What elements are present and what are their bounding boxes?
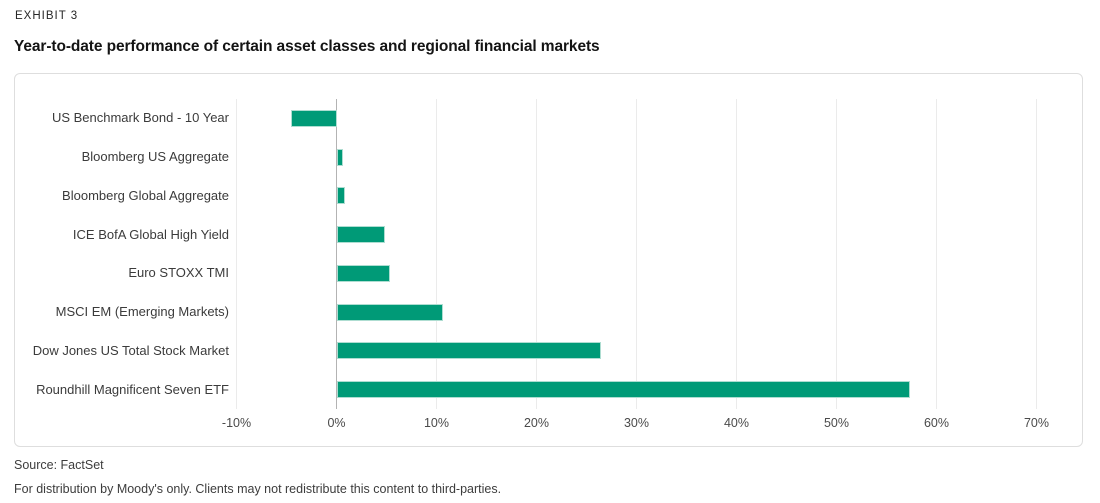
bar — [336, 303, 443, 321]
bar — [336, 187, 345, 205]
gridline — [236, 99, 237, 409]
chart-title: Year-to-date performance of certain asse… — [14, 38, 600, 55]
gridline — [436, 99, 437, 409]
category-label: Bloomberg US Aggregate — [81, 149, 229, 165]
bar — [336, 148, 343, 166]
x-tick-label: 30% — [623, 416, 650, 430]
x-tick-label: 20% — [523, 416, 550, 430]
bar — [336, 264, 390, 282]
gridline — [1036, 99, 1037, 409]
bar — [336, 342, 601, 360]
gridline — [736, 99, 737, 409]
chart-frame: -10% 0% 10% 20% 30% 40% 50% 60% 70% US Benchmark … — [14, 73, 1083, 447]
x-tick-label: 50% — [823, 416, 850, 430]
x-tick-label: 40% — [723, 416, 750, 430]
bar — [336, 381, 910, 399]
x-tick-label: 0% — [327, 416, 346, 430]
bar — [336, 226, 385, 244]
source-note: Source: FactSet — [14, 458, 104, 472]
category-label: Roundhill Magnificent Seven ETF — [36, 381, 229, 397]
bar — [290, 109, 337, 127]
gridline — [636, 99, 637, 409]
category-label: Dow Jones US Total Stock Market — [32, 342, 229, 358]
x-tick-label: 10% — [423, 416, 450, 430]
category-label: MSCI EM (Emerging Markets) — [55, 304, 229, 320]
gridline — [936, 99, 937, 409]
zero-axis-line — [336, 99, 337, 409]
category-label: Bloomberg Global Aggregate — [62, 187, 229, 203]
category-label: US Benchmark Bond - 10 Year — [51, 110, 229, 126]
gridline — [836, 99, 837, 409]
distribution-note: For distribution by Moody's only. Client… — [14, 482, 502, 496]
category-label: Euro STOXX TMI — [128, 265, 229, 281]
x-tick-label: 60% — [923, 416, 950, 430]
gridline — [536, 99, 537, 409]
x-tick-label: 70% — [1023, 416, 1050, 430]
x-tick-label: -10% — [221, 416, 252, 430]
category-label: ICE BofA Global High Yield — [72, 226, 229, 242]
exhibit-label: EXHIBIT 3 — [15, 10, 79, 22]
